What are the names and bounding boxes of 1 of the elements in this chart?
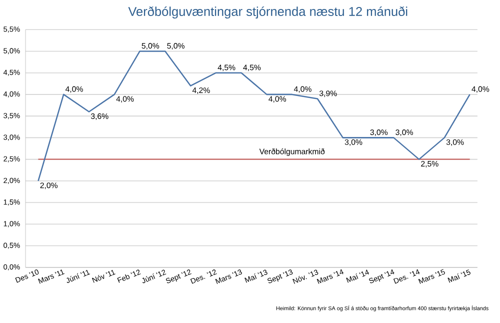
chart-title: Verðbólguvæntingar stjórnenda næstu 12 mánuði bbox=[128, 6, 408, 19]
